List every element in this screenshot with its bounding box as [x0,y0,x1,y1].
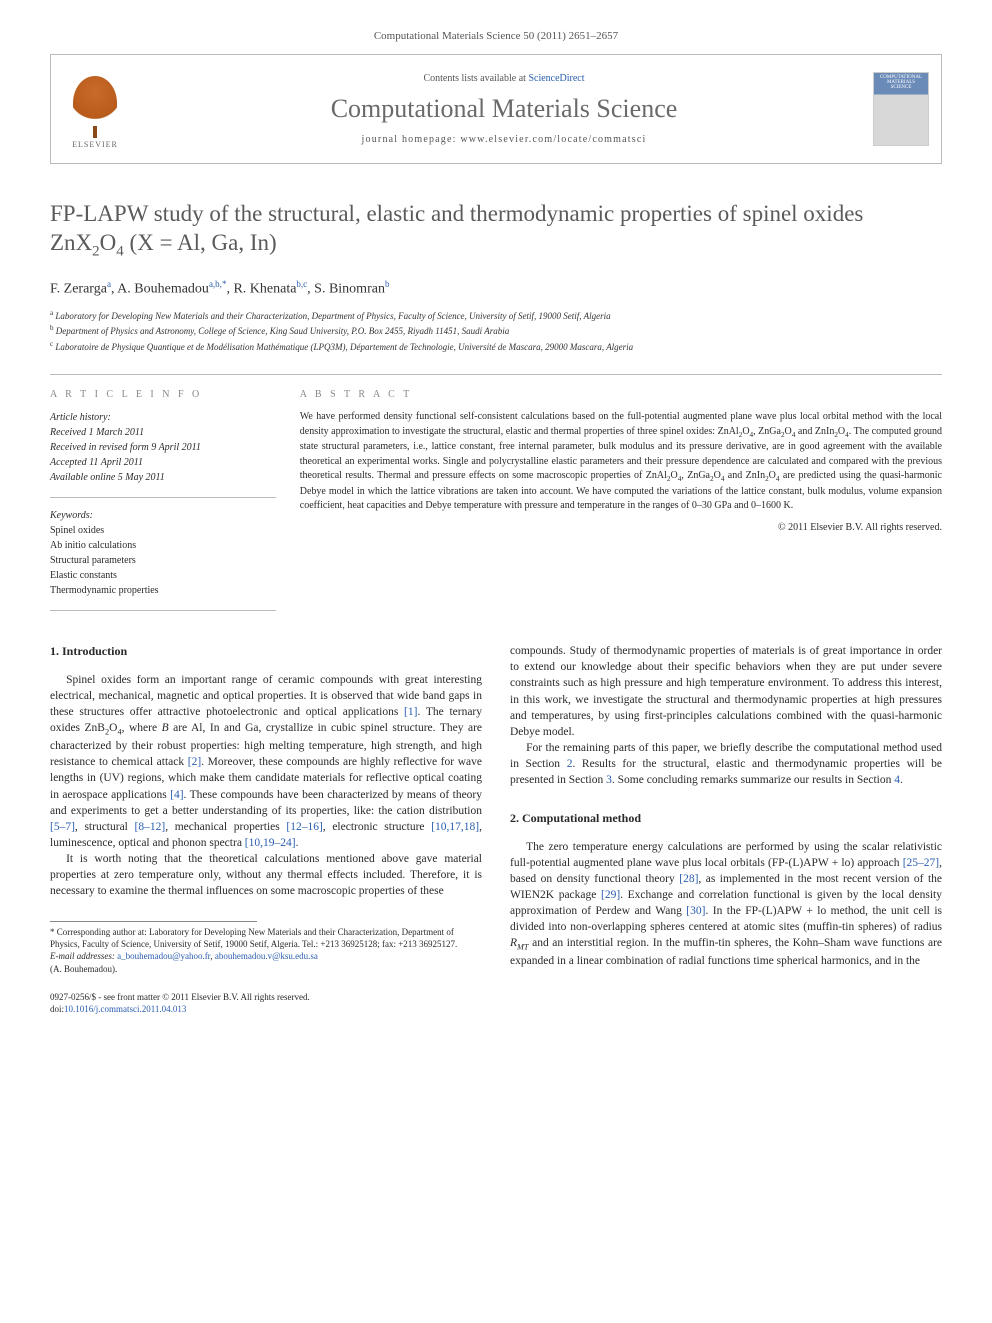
history-accepted: Accepted 11 April 2011 [50,455,276,470]
section-1-heading: 1. Introduction [50,643,482,660]
publisher-label: ELSEVIER [72,140,118,149]
history-online: Available online 5 May 2011 [50,470,276,485]
intro-paragraph-1: Spinel oxides form an important range of… [50,672,482,851]
publisher-footer: 0927-0256/$ - see front matter © 2011 El… [50,991,482,1016]
doi-link[interactable]: 10.1016/j.commatsci.2011.04.013 [64,1004,186,1014]
abstract-heading: A B S T R A C T [300,389,942,400]
homepage-url[interactable]: www.elsevier.com/locate/commatsci [460,134,646,145]
article-info-column: A R T I C L E I N F O Article history: R… [50,389,300,611]
history-received: Received 1 March 2011 [50,425,276,440]
aff-label-c: c [50,340,53,348]
aff-label-a: a [50,309,53,317]
journal-reference: Computational Materials Science 50 (2011… [50,30,942,42]
footnote-separator [50,921,257,922]
contents-available-line: Contents lists available at ScienceDirec… [135,73,873,84]
affiliation-b: b Department of Physics and Astronomy, C… [50,323,942,339]
front-matter-line: 0927-0256/$ - see front matter © 2011 El… [50,991,482,1004]
abstract-text: We have performed density functional sel… [300,410,942,513]
body-two-columns: 1. Introduction Spinel oxides form an im… [50,643,942,1016]
article-info-heading: A R T I C L E I N F O [50,389,276,400]
header-center: Contents lists available at ScienceDirec… [135,73,873,145]
journal-name: Computational Materials Science [135,94,873,124]
intro-paragraph-2a: It is worth noting that the theoretical … [50,851,482,899]
keyword-item: Ab initio calculations [50,538,276,553]
keyword-item: Structural parameters [50,553,276,568]
footnotes: * Corresponding author at: Laboratory fo… [50,926,482,975]
doi-label: doi: [50,1004,64,1014]
aff-text-b: Department of Physics and Astronomy, Col… [56,326,509,336]
keyword-item: Spinel oxides [50,523,276,538]
abstract-column: A B S T R A C T We have performed densit… [300,389,942,611]
keywords-list: Spinel oxides Ab initio calculations Str… [50,523,276,611]
homepage-prefix: journal homepage: [362,134,461,145]
keyword-item: Thermodynamic properties [50,583,276,598]
email-line: E-mail addresses: a_bouhemadou@yahoo.fr,… [50,950,482,962]
journal-cover-thumbnail[interactable]: COMPUTATIONAL MATERIALS SCIENCE [873,72,929,146]
left-column: 1. Introduction Spinel oxides form an im… [50,643,482,1016]
email-label: E-mail addresses: [50,951,115,961]
method-paragraph-1: The zero temperature energy calculations… [510,839,942,970]
right-column: compounds. Study of thermodynamic proper… [510,643,942,1016]
elsevier-logo[interactable]: ELSEVIER [63,69,127,149]
author-list: F. Zerargaa, A. Bouhemadoua,b,*, R. Khen… [50,279,942,298]
aff-label-b: b [50,324,54,332]
aff-text-a: Laboratory for Developing New Materials … [55,311,610,321]
affiliation-list: a Laboratory for Developing New Material… [50,308,942,355]
keywords-block: Keywords: Spinel oxides Ab initio calcul… [50,510,276,611]
article-title: FP-LAPW study of the structural, elastic… [50,200,942,261]
affiliation-a: a Laboratory for Developing New Material… [50,308,942,324]
history-head: Article history: [50,410,276,425]
homepage-line: journal homepage: www.elsevier.com/locat… [135,134,873,145]
abstract-copyright: © 2011 Elsevier B.V. All rights reserved… [300,522,942,533]
journal-header-box: ELSEVIER Contents lists available at Sci… [50,54,942,164]
history-revised: Received in revised form 9 April 2011 [50,440,276,455]
email-author: (A. Bouhemadou). [50,963,482,975]
intro-paragraph-2b: compounds. Study of thermodynamic proper… [510,643,942,740]
keyword-item: Elastic constants [50,568,276,583]
doi-line: doi:10.1016/j.commatsci.2011.04.013 [50,1003,482,1016]
aff-text-c: Laboratoire de Physique Quantique et de … [55,342,633,352]
intro-paragraph-3: For the remaining parts of this paper, w… [510,740,942,788]
info-abstract-row: A R T I C L E I N F O Article history: R… [50,374,942,611]
contents-prefix: Contents lists available at [423,73,528,84]
affiliation-c: c Laboratoire de Physique Quantique et d… [50,339,942,355]
sciencedirect-link[interactable]: ScienceDirect [528,73,584,84]
email-addresses[interactable]: a_bouhemadou@yahoo.fr, abouhemadou.v@ksu… [117,951,318,961]
corresponding-author-note: * Corresponding author at: Laboratory fo… [50,926,482,950]
section-2-heading: 2. Computational method [510,810,942,827]
elsevier-tree-icon [73,76,117,130]
article-history: Article history: Received 1 March 2011 R… [50,410,276,498]
keywords-head: Keywords: [50,510,276,521]
